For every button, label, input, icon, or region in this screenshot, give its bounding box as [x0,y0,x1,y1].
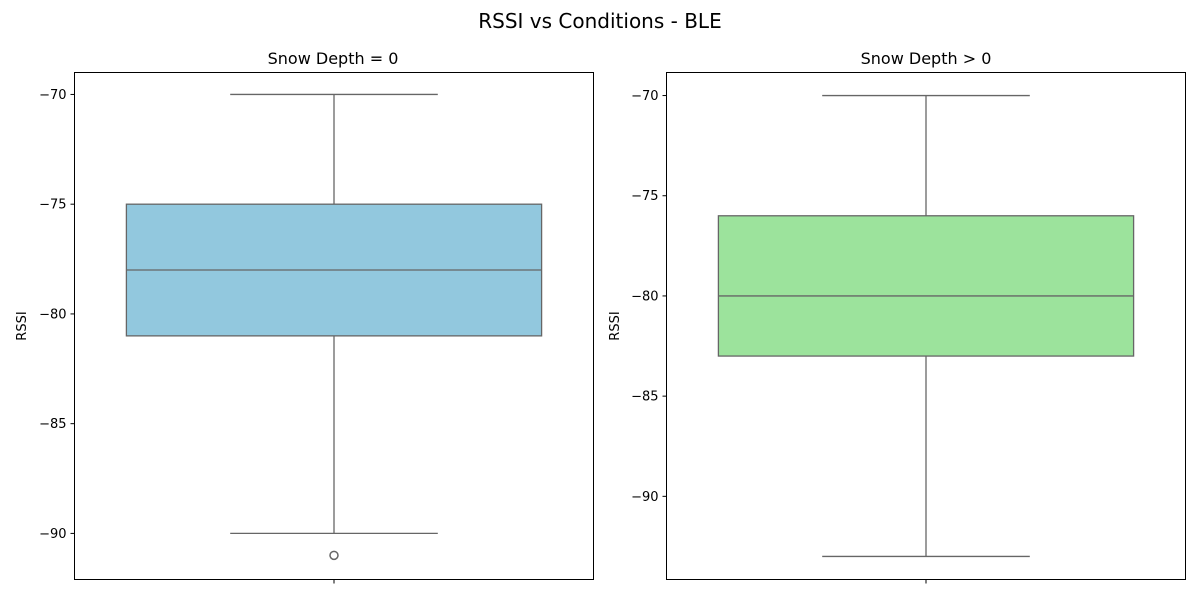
figure-title: RSSI vs Conditions - BLE [478,9,721,33]
y-tick-label: −90 [631,490,658,505]
outlier-point [329,550,339,561]
y-tick-label: −90 [39,527,66,542]
y-tick-label: −75 [39,198,66,213]
y-tick-label: −85 [39,417,66,432]
y-axis-ticks: −70 −75 −80 −85 −90 [631,89,927,584]
y-tick-label: −70 [631,89,658,104]
y-tick-label: −75 [631,189,658,204]
y-axis-ticks: −70 −75 −80 −85 −90 [39,88,335,584]
y-tick-label: −70 [39,88,66,103]
subplot-title: Snow Depth = 0 [268,49,399,68]
chart-panel-snow-depth-zero: Snow Depth = 0 RSSI −70 −75 −80 −85 −90 [15,49,594,584]
plot-frame [666,72,1186,580]
y-tick-label: −80 [631,289,658,304]
y-tick-label: −80 [39,307,66,322]
plot-frame [74,72,594,580]
y-axis-label: RSSI [15,311,30,340]
subplot-title: Snow Depth > 0 [861,49,992,68]
chart-panel-snow-depth-positive: Snow Depth > 0 RSSI −70 −75 −80 −85 −90 [608,49,1186,584]
interquartile-box [717,215,1135,357]
box-plot [717,94,1135,558]
y-tick-label: −85 [631,390,658,405]
y-axis-label: RSSI [608,311,623,340]
box-plot [125,93,543,561]
